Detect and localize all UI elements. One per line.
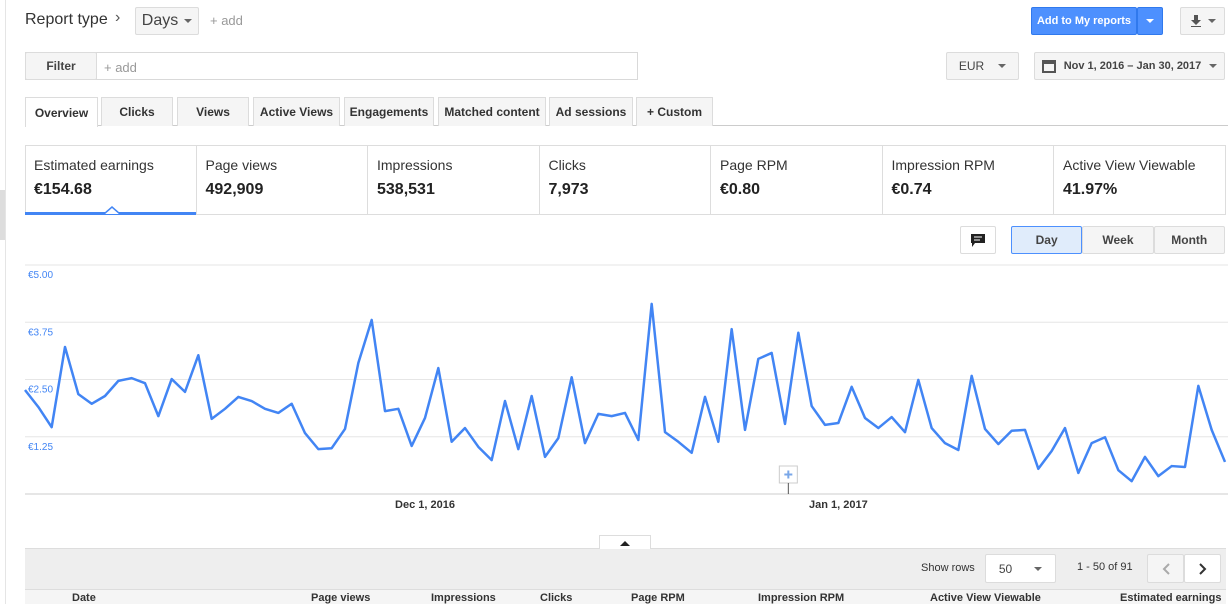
- prev-page-button[interactable]: [1147, 554, 1184, 583]
- tab[interactable]: Views: [177, 97, 249, 126]
- caret: [1207, 19, 1216, 23]
- download-button[interactable]: [1180, 7, 1225, 35]
- granularity-button[interactable]: Week: [1082, 226, 1154, 254]
- comment-icon: [971, 233, 985, 247]
- y-tick-label: €3.75: [28, 327, 53, 338]
- y-tick-label: €2.50: [28, 385, 53, 396]
- chart: €1.25 €2.50 €3.75 €5.00 Dec 1, 2016 Jan 1, 20…: [24, 264, 1228, 511]
- annotation-button[interactable]: [960, 226, 996, 254]
- caret: [1209, 64, 1218, 68]
- active-metric-pointer: [104, 206, 120, 214]
- metric-card[interactable]: Impressions 538,531: [368, 145, 540, 215]
- show-rows-label: Show rows: [921, 562, 975, 574]
- filter-button[interactable]: Filter: [25, 52, 97, 80]
- x-tick-label: Dec 1, 2016: [395, 499, 455, 511]
- metric-label: Page views: [205, 157, 278, 173]
- column-header[interactable]: Page views: [311, 592, 371, 604]
- collapse-chart-tab[interactable]: [599, 535, 651, 549]
- metric-value: €0.80: [720, 181, 761, 198]
- caret: [1034, 566, 1043, 571]
- dimension-text: Days: [141, 12, 179, 29]
- prev-icon: [1162, 562, 1170, 575]
- tab[interactable]: Matched content: [438, 97, 546, 126]
- rows-per-page: 50: [998, 561, 1013, 576]
- granularity-button[interactable]: Day: [1011, 226, 1083, 254]
- tab[interactable]: Active Views: [253, 97, 340, 126]
- column-header[interactable]: Clicks: [540, 592, 573, 604]
- column-header[interactable]: Estimated earnings: [1120, 592, 1222, 604]
- column-header[interactable]: Active View Viewable: [930, 592, 1041, 604]
- caret: [184, 19, 193, 23]
- y-tick-label: €5.00: [28, 270, 53, 281]
- tab[interactable]: Clicks: [101, 97, 173, 126]
- side-handle: [0, 190, 5, 240]
- granularity-button[interactable]: Month: [1153, 226, 1225, 254]
- metric-card[interactable]: Page views 492,909: [197, 145, 368, 215]
- currency-dropdown[interactable]: EUR: [946, 52, 1019, 80]
- metric-card[interactable]: Impression RPM €0.74: [883, 145, 1054, 215]
- metric-card[interactable]: Estimated earnings €154.68: [25, 145, 197, 215]
- metric-value: 41.97%: [1063, 181, 1118, 198]
- tab[interactable]: Engagements: [344, 97, 434, 126]
- collapse-icon: [620, 540, 630, 546]
- report-type-label[interactable]: Report type: [25, 11, 108, 28]
- next-icon: [1198, 562, 1206, 575]
- currency-text: EUR: [958, 59, 985, 73]
- metric-label: Impression RPM: [891, 157, 995, 173]
- metric-label: Impressions: [377, 157, 453, 173]
- tab[interactable]: + Custom: [636, 97, 713, 126]
- metric-value: 7,973: [548, 181, 589, 198]
- metric-card[interactable]: Page RPM €0.80: [711, 145, 883, 215]
- dimension-dropdown[interactable]: Days: [135, 7, 199, 35]
- rows-per-page-dropdown[interactable]: 50: [985, 554, 1056, 583]
- metric-value: €154.68: [34, 181, 92, 198]
- column-header[interactable]: Impressions: [431, 592, 496, 604]
- caret: [1146, 19, 1154, 23]
- tab[interactable]: Ad sessions: [549, 97, 633, 126]
- column-header[interactable]: Impression RPM: [758, 592, 845, 604]
- filter-input[interactable]: + add: [104, 60, 137, 75]
- metric-label: Page RPM: [720, 157, 788, 173]
- metric-value: €0.74: [891, 181, 932, 198]
- breadcrumb-chevron: ›: [115, 9, 121, 26]
- metric-value: 492,909: [205, 181, 264, 198]
- metric-card[interactable]: Active View Viewable 41.97%: [1054, 145, 1226, 215]
- date-range-picker[interactable]: Nov 1, 2016 – Jan 30, 2017: [1034, 52, 1225, 80]
- download-icon: [1190, 15, 1201, 27]
- add-to-reports-menu[interactable]: [1137, 7, 1163, 35]
- metrics-panel: [25, 145, 1226, 215]
- add-to-reports-button[interactable]: Add to My reports: [1031, 7, 1137, 35]
- tab[interactable]: Overview: [25, 97, 98, 127]
- annotation-plus: [784, 470, 793, 479]
- column-header[interactable]: Date: [72, 592, 96, 604]
- caret: [998, 64, 1007, 68]
- metric-label: Active View Viewable: [1063, 157, 1196, 173]
- metric-value: 538,531: [377, 181, 435, 198]
- left-border: [5, 0, 6, 604]
- metric-label: Estimated earnings: [34, 157, 154, 173]
- date-range-text: Nov 1, 2016 – Jan 30, 2017: [1063, 60, 1202, 72]
- y-tick-label: €1.25: [28, 442, 53, 453]
- add-dimension[interactable]: + add: [210, 13, 243, 28]
- pagination-range: 1 - 50 of 91: [1077, 561, 1133, 573]
- next-page-button[interactable]: [1184, 554, 1221, 583]
- column-header[interactable]: Page RPM: [631, 592, 685, 604]
- metric-label: Clicks: [548, 157, 586, 173]
- metric-card[interactable]: Clicks 7,973: [540, 145, 711, 215]
- x-tick-label: Jan 1, 2017: [809, 499, 868, 511]
- earnings-line: [24, 302, 1227, 483]
- calendar-icon: [1041, 60, 1056, 73]
- table-header: [25, 589, 1226, 604]
